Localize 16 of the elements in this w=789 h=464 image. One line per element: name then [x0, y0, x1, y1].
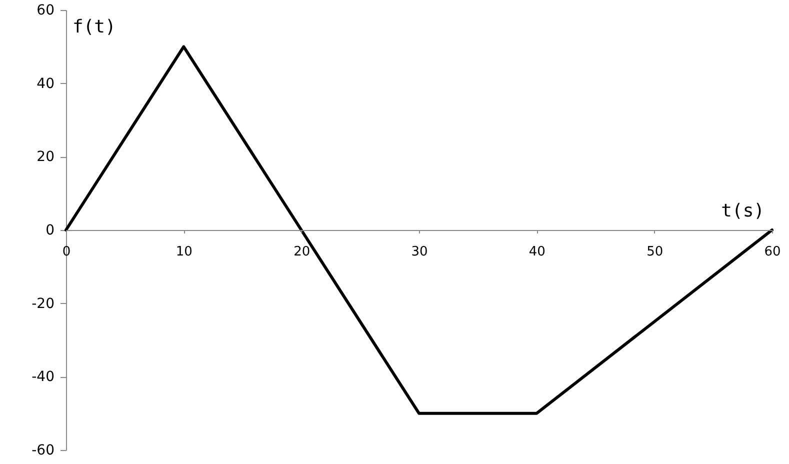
y-tick-label: 40: [36, 76, 54, 92]
x-tick-label: 20: [294, 244, 310, 260]
y-tick-label: -40: [32, 369, 54, 386]
y-axis-title: f(t): [72, 16, 116, 38]
y-tick-label: 20: [36, 149, 54, 166]
x-tick-label: 30: [411, 244, 428, 260]
x-tick-label: 10: [176, 244, 192, 260]
y-tick-label: -60: [32, 442, 54, 458]
x-tick-label: 40: [528, 244, 546, 260]
x-axis-title: t(s): [721, 200, 764, 222]
x-tick-label: 50: [646, 244, 664, 260]
y-tick-label: 0: [46, 222, 54, 238]
y-tick-label: -20: [32, 296, 54, 312]
x-tick-label: 0: [62, 244, 71, 260]
y-tick-label: 60: [36, 2, 54, 18]
x-tick-label: 60: [764, 244, 781, 260]
